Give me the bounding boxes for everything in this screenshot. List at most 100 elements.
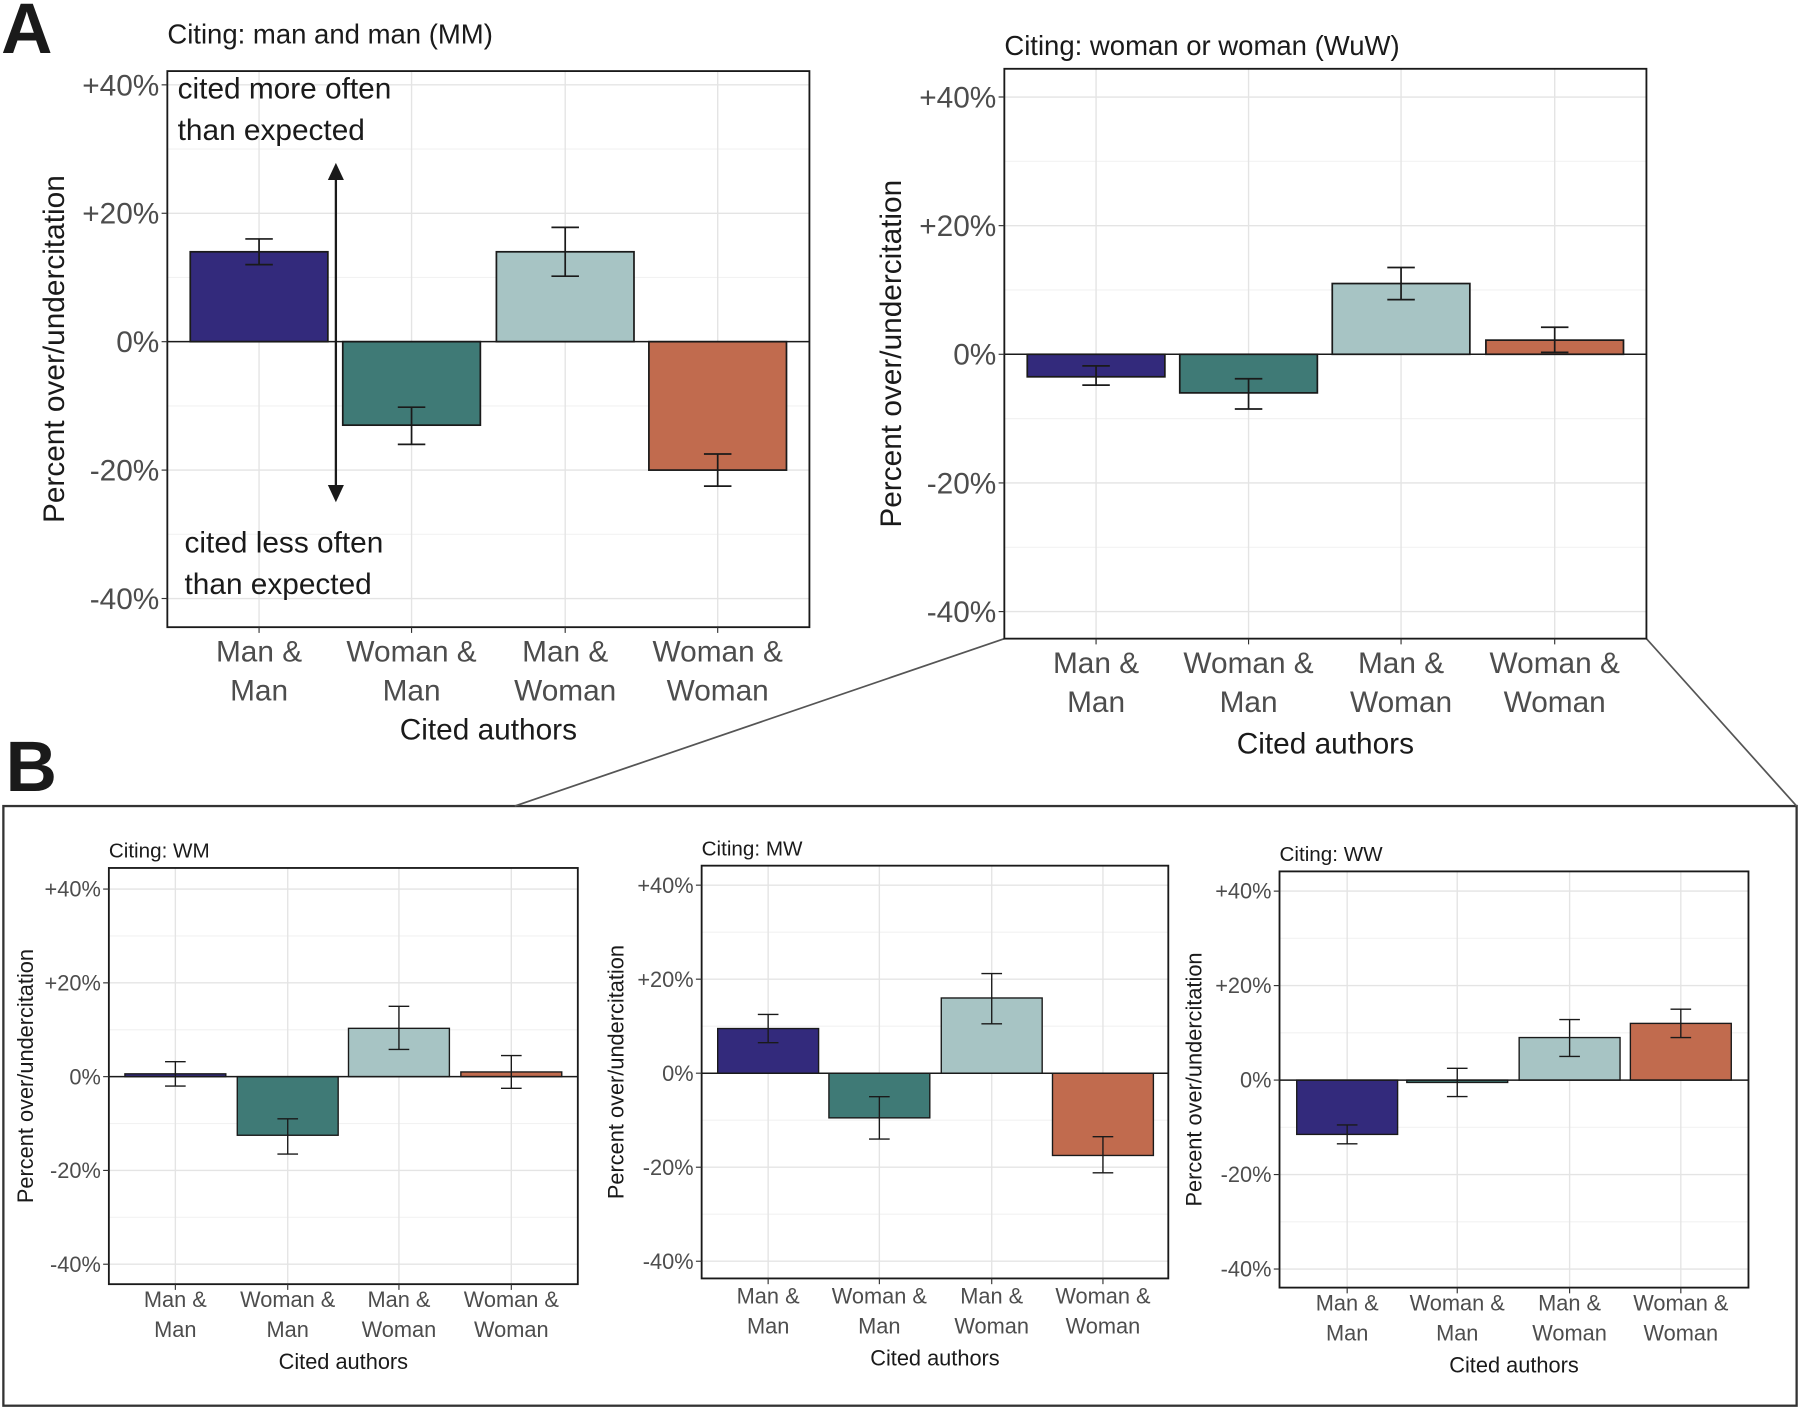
x-tick-label: Man &: [960, 1284, 1023, 1309]
y-tick-label: +20%: [637, 967, 693, 992]
error-bar: [245, 238, 273, 266]
y-tick-label: +20%: [82, 198, 159, 231]
x-tick-label: Woman &: [240, 1287, 336, 1312]
x-tick-label: Man &: [216, 636, 302, 669]
y-tick-label: +20%: [919, 210, 996, 243]
panel-b-frame: [2, 804, 1798, 1407]
chart-mw: +40% +20% 0% -20% -40% Man & Man Woman & Man Man …: [604, 837, 1170, 1371]
chart-title: Citing: woman or woman (WuW): [1004, 30, 1399, 61]
arrow-down-head: [327, 485, 344, 503]
y-axis-title: Percent over/undercitation: [1182, 952, 1207, 1206]
panel-label-b: B: [6, 728, 57, 807]
error-bar: [1082, 365, 1110, 387]
x-axis-title: Cited authors: [279, 1349, 409, 1374]
annotation-more-line1: cited more often: [178, 73, 392, 106]
y-tick-label: -40%: [643, 1249, 694, 1274]
x-tick-label: Man &: [367, 1287, 430, 1312]
x-tick-label: Man: [154, 1317, 196, 1342]
error-bar: [869, 1096, 890, 1140]
error-bar: [500, 1054, 522, 1090]
y-tick-label: +40%: [45, 877, 101, 902]
x-tick-label: Man: [1067, 686, 1125, 719]
x-tick-label: Man: [858, 1313, 900, 1338]
zoom-connector-right: [1645, 638, 1798, 807]
chart-title: Citing: MW: [702, 837, 803, 860]
x-tick-label: Woman &: [1183, 647, 1313, 680]
bar-man-man: [189, 250, 329, 343]
y-tick-label: +40%: [1215, 879, 1271, 904]
plot-border: [166, 70, 811, 629]
x-tick-label: Man &: [1358, 647, 1444, 680]
chart-ww: +40% +20% 0% -20% -40% Man & Man Woman & Man Man …: [1182, 843, 1750, 1377]
x-tick-label: Man: [230, 675, 288, 708]
x-tick-label: Woman &: [1490, 647, 1620, 680]
y-axis-title: Percent over/undercitation: [604, 945, 629, 1199]
error-bar: [551, 226, 579, 278]
x-tick-label: Woman &: [1410, 1291, 1506, 1316]
chart-title: Citing: WM: [109, 840, 210, 863]
x-tick-label: Woman &: [832, 1284, 928, 1309]
y-tick-label: +40%: [919, 81, 996, 114]
y-tick-label: +40%: [637, 873, 693, 898]
x-tick-label: Woman &: [464, 1287, 560, 1312]
y-tick-label: -40%: [90, 583, 160, 616]
y-tick-label: -40%: [50, 1252, 101, 1277]
error-bar: [1234, 377, 1263, 410]
x-tick-label: Man &: [1538, 1291, 1601, 1316]
x-tick-label: Man &: [1316, 1291, 1379, 1316]
x-tick-label: Woman: [1350, 686, 1452, 719]
error-bar: [1092, 1135, 1114, 1174]
chart-wm: +40% +20% 0% -20% -40% Man & Man Woman & Man Man …: [13, 840, 579, 1374]
error-bar: [165, 1060, 186, 1087]
error-bar: [1387, 266, 1415, 301]
x-axis-title: Cited authors: [1237, 727, 1414, 760]
y-tick-label: -20%: [1221, 1162, 1272, 1187]
y-tick-label: 0%: [953, 339, 996, 372]
chart-wuw: +40% +20% 0% -20% -40% Man & Man Woman & Man Man …: [875, 30, 1648, 760]
error-bar: [1670, 1008, 1692, 1039]
chart-title: Citing: WW: [1280, 843, 1384, 866]
x-axis-title: Cited authors: [1449, 1352, 1579, 1377]
error-bar: [277, 1118, 299, 1155]
y-tick-label: +20%: [1215, 973, 1271, 998]
x-tick-label: Man: [1326, 1320, 1368, 1345]
zoom-connector-left: [514, 637, 1005, 807]
x-tick-label: Woman &: [346, 636, 476, 669]
x-tick-label: Woman: [1504, 686, 1606, 719]
annotation-more-line2: than expected: [178, 114, 365, 147]
error-bar: [1540, 326, 1569, 354]
x-tick-label: Woman: [954, 1313, 1029, 1338]
x-tick-label: Woman: [362, 1317, 437, 1342]
over-under-annotation: cited more often than expected cited les…: [178, 73, 392, 601]
error-bar: [703, 453, 732, 488]
arrow-up-head: [327, 162, 344, 181]
x-tick-label: Man: [383, 675, 441, 708]
error-bar: [1446, 1067, 1468, 1098]
panel-label-a: A: [1, 0, 52, 69]
x-axis-title: Cited authors: [400, 714, 577, 747]
error-bar: [397, 406, 426, 446]
x-tick-label: Man: [267, 1317, 309, 1342]
x-tick-label: Woman: [474, 1317, 549, 1342]
y-tick-label: -20%: [90, 455, 160, 488]
x-tick-label: Woman &: [1055, 1284, 1151, 1309]
y-tick-label: 0%: [1240, 1068, 1271, 1093]
y-axis-title: Percent over/undercitation: [875, 180, 908, 528]
y-tick-label: +20%: [45, 970, 101, 995]
x-tick-label: Woman: [667, 675, 769, 708]
bar-woman-woman: [648, 340, 788, 471]
error-bar: [388, 1005, 410, 1051]
y-tick-label: 0%: [69, 1064, 100, 1089]
error-bar: [1336, 1124, 1358, 1145]
y-tick-label: -20%: [927, 467, 997, 500]
chart-title: Citing: man and man (MM): [167, 19, 493, 50]
annotation-less-line1: cited less often: [185, 527, 384, 560]
plot-border: [700, 864, 1170, 1280]
y-tick-label: +40%: [82, 69, 159, 102]
y-axis-title: Percent over/undercitation: [13, 949, 38, 1203]
x-tick-label: Woman: [1532, 1320, 1607, 1345]
x-axis-title: Cited authors: [870, 1346, 1000, 1371]
y-tick-label: 0%: [116, 326, 159, 359]
chart-mm: +40% +20% 0% -20% -40% Man & Man Woman & Man Man …: [38, 19, 811, 747]
